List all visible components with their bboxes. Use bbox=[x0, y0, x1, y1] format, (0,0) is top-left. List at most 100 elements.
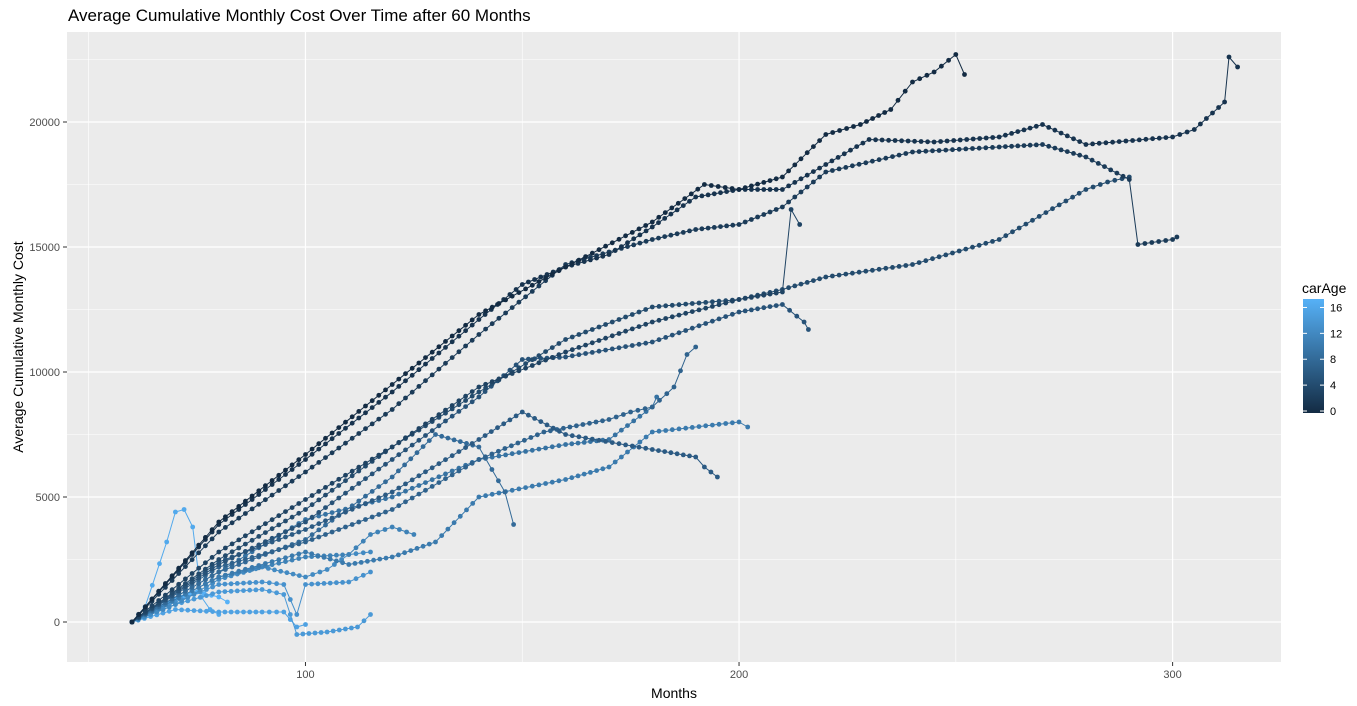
data-point bbox=[689, 325, 695, 331]
data-point bbox=[962, 72, 967, 77]
data-point bbox=[309, 514, 315, 520]
data-point bbox=[1089, 157, 1095, 163]
data-point bbox=[289, 532, 295, 537]
data-point bbox=[787, 307, 792, 313]
data-point bbox=[416, 384, 422, 389]
data-point bbox=[456, 398, 462, 404]
data-point bbox=[811, 144, 816, 150]
data-point bbox=[736, 309, 742, 315]
data-point bbox=[416, 437, 422, 443]
legend-title: carAge bbox=[1302, 280, 1347, 296]
data-point bbox=[408, 548, 414, 553]
data-point bbox=[749, 217, 754, 222]
data-point bbox=[482, 389, 488, 394]
data-point bbox=[623, 344, 628, 349]
data-point bbox=[363, 426, 368, 432]
data-point bbox=[876, 113, 881, 118]
series-carage-1 bbox=[129, 54, 1240, 625]
data-point bbox=[788, 207, 794, 212]
data-point bbox=[876, 157, 882, 163]
data-point bbox=[196, 575, 202, 581]
data-point bbox=[316, 534, 322, 540]
data-point bbox=[433, 432, 438, 437]
data-point bbox=[587, 420, 592, 426]
data-point bbox=[346, 552, 352, 557]
data-point bbox=[716, 298, 722, 304]
data-point bbox=[678, 368, 683, 374]
data-point bbox=[443, 476, 448, 482]
data-point bbox=[883, 155, 889, 161]
data-point bbox=[463, 445, 468, 450]
data-point bbox=[356, 431, 362, 436]
data-point bbox=[519, 282, 525, 287]
data-point bbox=[1130, 138, 1135, 143]
data-point bbox=[389, 444, 395, 450]
data-point bbox=[696, 307, 702, 313]
legend-tick-label: 4 bbox=[1330, 380, 1336, 392]
data-point bbox=[368, 612, 373, 617]
data-point bbox=[229, 549, 235, 555]
data-point bbox=[668, 211, 674, 217]
data-point bbox=[443, 339, 448, 344]
data-point bbox=[536, 446, 542, 452]
data-point bbox=[303, 554, 308, 560]
data-point bbox=[389, 489, 395, 495]
data-point bbox=[360, 538, 366, 544]
plot-panel bbox=[67, 32, 1281, 662]
data-point bbox=[625, 240, 630, 246]
data-point bbox=[663, 303, 669, 309]
data-point bbox=[323, 492, 328, 498]
data-point bbox=[329, 529, 335, 535]
data-point bbox=[502, 446, 508, 451]
data-point bbox=[943, 252, 949, 258]
data-point bbox=[643, 228, 649, 234]
data-point bbox=[449, 453, 455, 459]
data-point bbox=[811, 278, 816, 283]
data-point bbox=[1110, 139, 1115, 145]
data-point bbox=[603, 335, 608, 341]
data-point bbox=[643, 445, 649, 451]
data-point bbox=[669, 332, 675, 338]
data-point bbox=[402, 462, 407, 468]
data-point bbox=[745, 424, 751, 430]
data-point bbox=[315, 581, 321, 587]
data-point bbox=[680, 230, 686, 235]
data-point bbox=[283, 483, 288, 489]
data-point bbox=[289, 467, 295, 472]
data-point bbox=[529, 483, 535, 489]
data-point bbox=[643, 223, 649, 228]
data-point bbox=[523, 449, 528, 454]
data-point bbox=[209, 573, 215, 579]
data-point bbox=[469, 441, 475, 446]
series-carage-15 bbox=[129, 607, 308, 630]
data-point bbox=[594, 468, 599, 473]
data-point bbox=[336, 508, 342, 514]
data-point bbox=[1077, 152, 1083, 158]
data-point bbox=[496, 490, 502, 496]
data-point bbox=[817, 174, 822, 180]
data-point bbox=[343, 419, 348, 425]
data-point bbox=[443, 471, 448, 477]
data-point bbox=[269, 535, 275, 541]
data-point bbox=[761, 187, 767, 192]
data-point bbox=[556, 268, 562, 274]
data-point bbox=[1170, 134, 1175, 140]
data-point bbox=[649, 447, 655, 452]
data-point bbox=[767, 178, 773, 184]
data-point bbox=[703, 423, 709, 429]
data-point bbox=[223, 572, 228, 578]
data-point bbox=[329, 510, 335, 515]
data-point bbox=[1204, 116, 1209, 121]
data-point bbox=[612, 432, 618, 438]
data-point bbox=[523, 286, 528, 292]
data-point bbox=[223, 525, 228, 530]
data-point bbox=[569, 353, 575, 359]
data-point bbox=[970, 136, 976, 142]
data-point bbox=[780, 302, 785, 307]
data-point bbox=[623, 314, 628, 320]
data-point bbox=[662, 234, 668, 240]
data-point bbox=[538, 274, 544, 280]
data-point bbox=[323, 455, 328, 460]
data-point bbox=[953, 52, 959, 57]
data-point bbox=[688, 191, 694, 197]
